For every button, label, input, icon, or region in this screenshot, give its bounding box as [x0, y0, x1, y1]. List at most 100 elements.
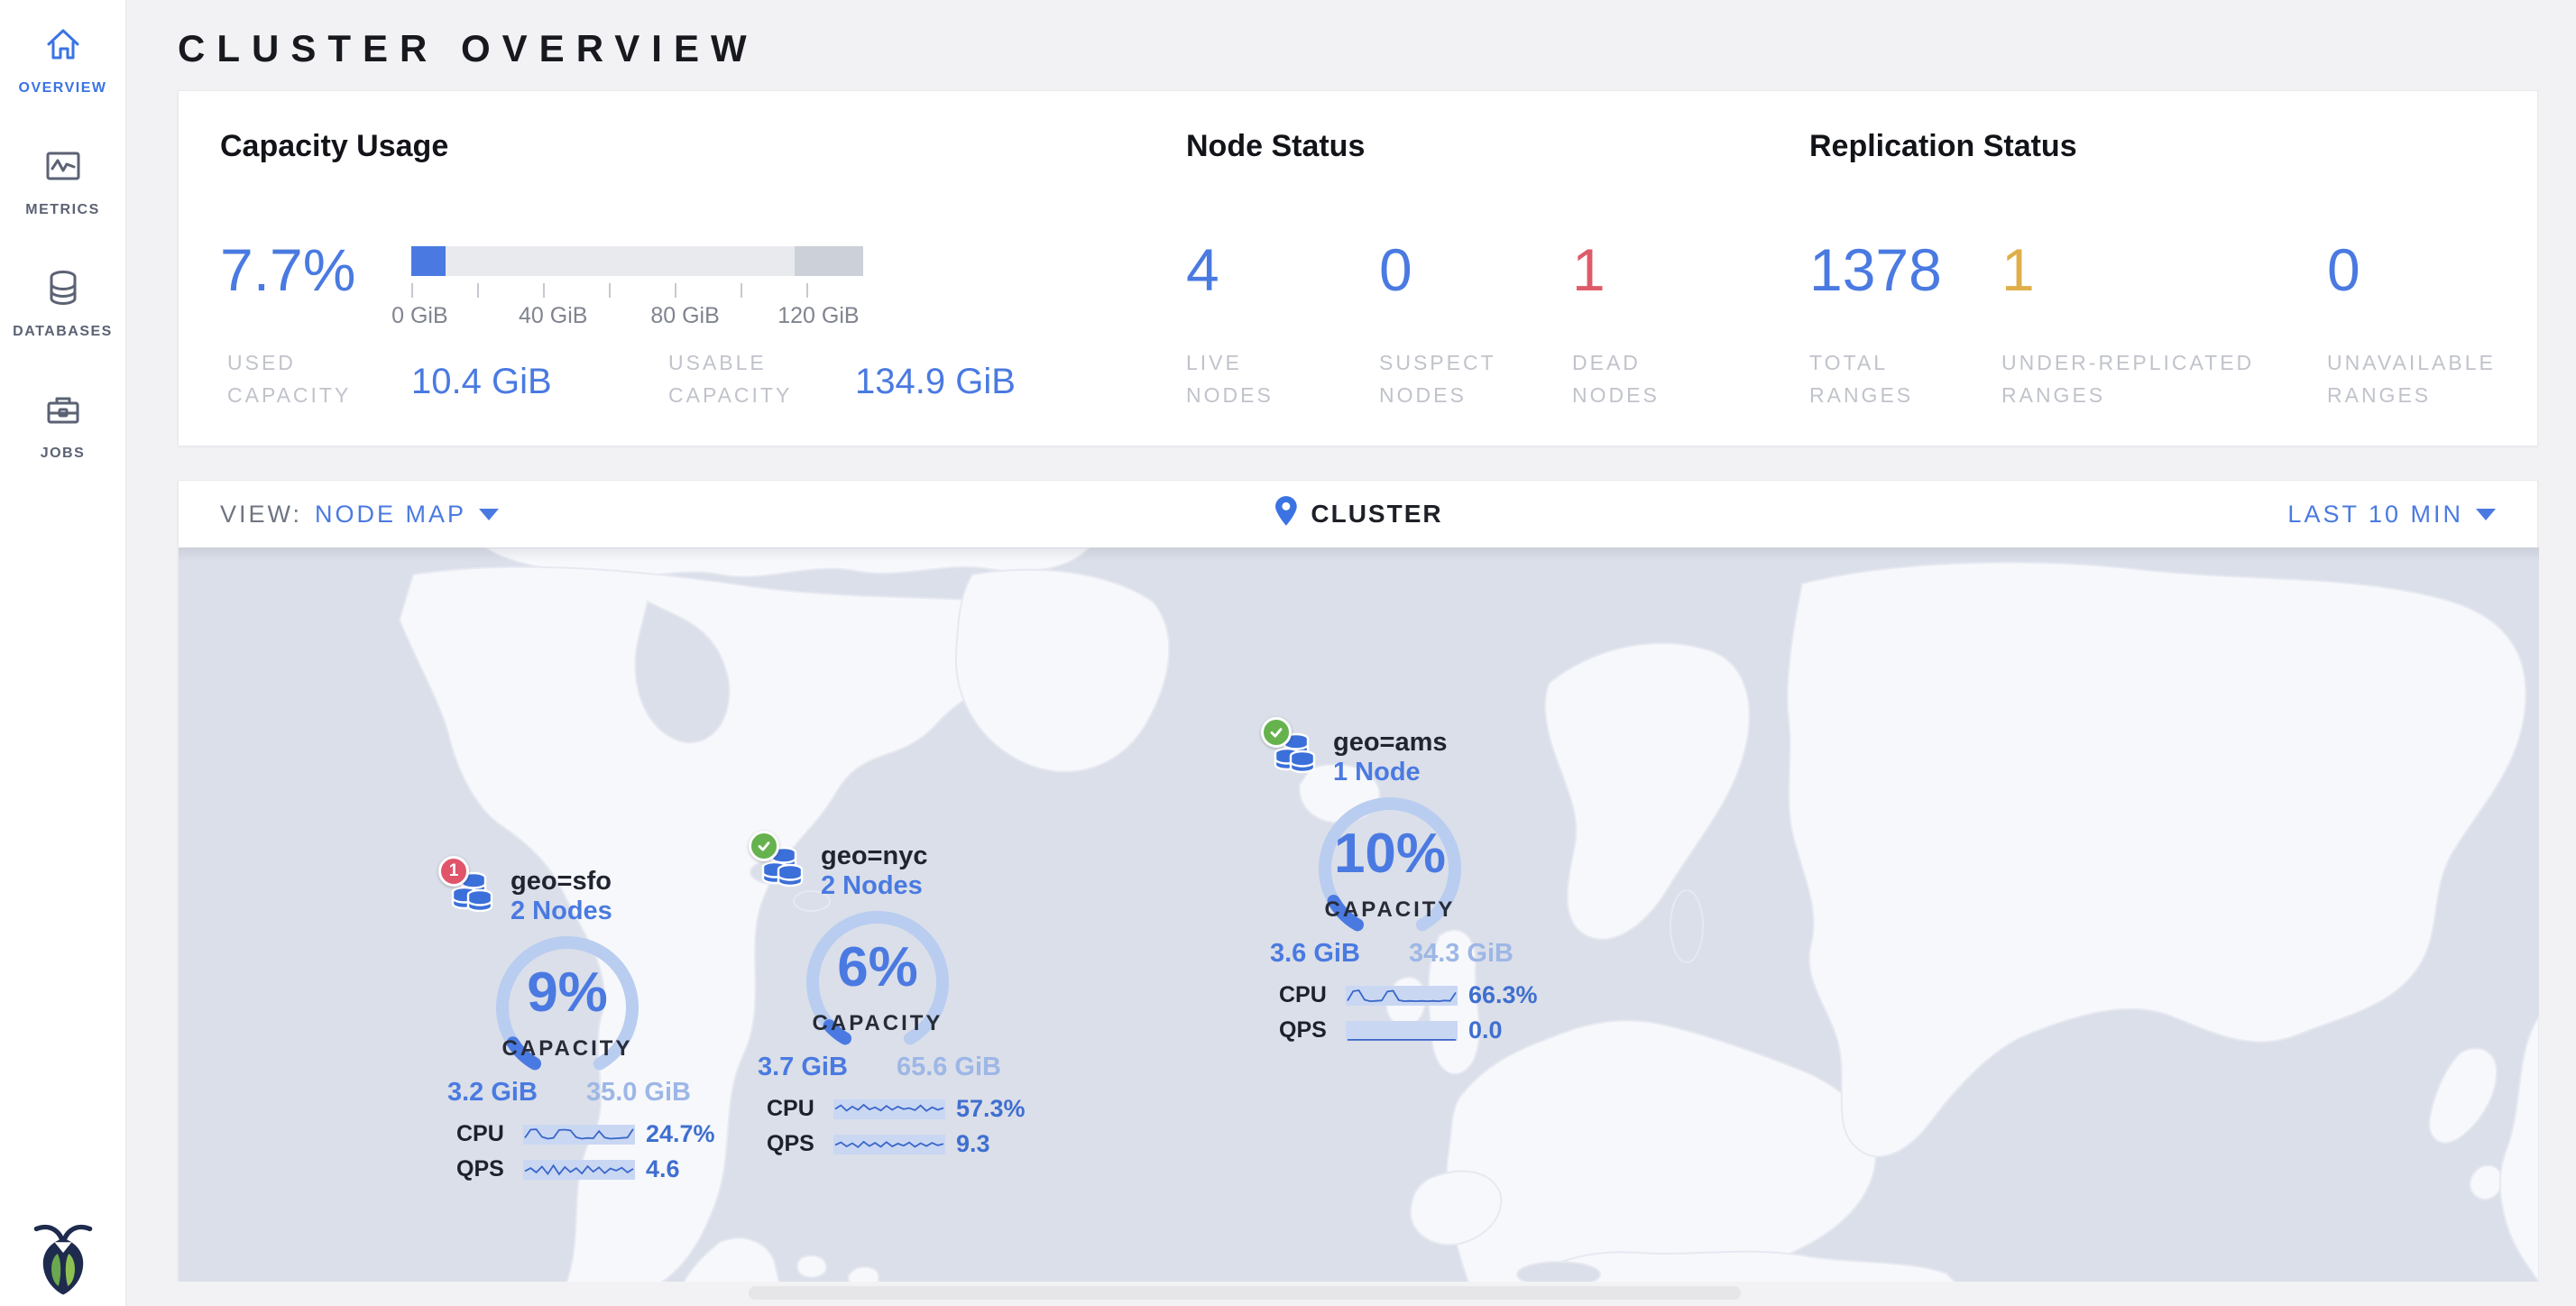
page-bottom-strip [0, 1282, 2576, 1306]
locality-node-count: 2 Nodes [511, 897, 612, 925]
qps-label: QPS [767, 1131, 814, 1156]
under-replicated-label: UNDER-REPLICATED RANGES [2001, 351, 2255, 407]
total-ranges-count: 1378 [1809, 236, 1942, 303]
capacity-bar-used [411, 246, 446, 276]
node-marker-nyc[interactable]: geo=nyc 2 Nodes 6% CAPACITY 3.7 G [749, 831, 1026, 1158]
chevron-down-icon [2476, 508, 2496, 520]
map-toolbar: VIEW: NODE MAP CLUSTER LAST 10 MIN [179, 481, 2537, 547]
main-content: CLUSTER OVERVIEW Capacity Usage 7.7% 0 G… [126, 0, 2576, 1306]
locality-name: geo=ams [1333, 728, 1448, 757]
sidebar-item-overview[interactable]: OVERVIEW [0, 23, 126, 97]
locality-node-count: 1 Node [1333, 758, 1421, 786]
sidebar: OVERVIEW METRICS DATABASES JOBS [0, 0, 126, 1306]
used-capacity-label: USED CAPACITY [227, 351, 352, 407]
cpu-value: 24.7% [646, 1120, 715, 1147]
replication-status-section: Replication Status 1378 1 0 TOTAL RANGES … [1809, 91, 2522, 446]
location-pin-icon [1273, 495, 1298, 534]
healthy-node-badge [1261, 717, 1292, 748]
metrics-icon [42, 145, 84, 191]
view-mode-dropdown[interactable]: NODE MAP [315, 501, 500, 529]
bar-tick-label: 120 GiB [777, 303, 860, 328]
qps-value: 0.0 [1468, 1016, 1503, 1044]
dead-nodes-label: DEAD NODES [1572, 351, 1660, 407]
live-nodes-label: LIVE NODES [1186, 351, 1274, 407]
gauge-label: CAPACITY [1324, 897, 1456, 922]
unavailable-ranges-count: 0 [2327, 236, 2360, 303]
breadcrumb-cluster[interactable]: CLUSTER [1273, 495, 1442, 534]
capacity-percent: 7.7% [220, 236, 356, 303]
capacity-bar: 0 GiB 40 GiB 80 GiB 120 GiB [391, 246, 863, 328]
locality-databases-icon [451, 871, 493, 913]
bar-tick [411, 283, 413, 298]
qps-sparkline [1346, 1020, 1458, 1041]
databases-icon [42, 267, 84, 313]
gauge-usable-value: 65.6 GiB [896, 1053, 1001, 1081]
gauge-percent: 10% [1333, 823, 1447, 885]
gauge-usable-value: 35.0 GiB [585, 1078, 691, 1107]
gauge-used-value: 3.2 GiB [447, 1078, 538, 1107]
cpu-value: 66.3% [1468, 981, 1538, 1008]
sidebar-item-label: JOBS [40, 446, 86, 461]
bar-tick [608, 283, 611, 298]
gauge-percent: 6% [837, 936, 918, 998]
usable-capacity-label: USABLE CAPACITY [668, 351, 793, 407]
bar-tick [477, 283, 480, 298]
sidebar-item-jobs[interactable]: JOBS [0, 389, 126, 462]
sidebar-item-metrics[interactable]: METRICS [0, 145, 126, 218]
gauge-label: CAPACITY [812, 1011, 943, 1035]
bar-tick [675, 283, 677, 298]
chevron-down-icon [479, 508, 500, 520]
home-icon [42, 23, 84, 69]
node-marker-ams[interactable]: geo=ams 1 Node 10% CAPACITY 3.6 G [1261, 717, 1538, 1044]
capacity-bar-axis: 0 GiB 40 GiB 80 GiB 120 GiB [391, 276, 863, 328]
capacity-gauge: 9% CAPACITY [446, 930, 689, 1085]
view-label: VIEW: [220, 500, 303, 528]
qps-sparkline [523, 1159, 635, 1180]
sidebar-item-label: METRICS [25, 202, 100, 217]
time-range-dropdown[interactable]: LAST 10 MIN [2287, 501, 2496, 529]
node-map-panel: VIEW: NODE MAP CLUSTER LAST 10 MIN [178, 480, 2539, 1283]
cpu-label: CPU [456, 1121, 504, 1146]
gauge-usable-value: 34.3 GiB [1408, 939, 1513, 968]
node-status-section: Node Status 4 0 1 LIVE NODES SUSPECT NODES… [1186, 91, 1781, 446]
node-marker-sfo[interactable]: 1 geo=sfo 2 Nodes [438, 856, 715, 1183]
bar-tick-label: 0 GiB [391, 303, 448, 328]
locality-node-count: 2 Nodes [821, 871, 923, 900]
dead-nodes-count: 1 [1572, 236, 1605, 303]
cpu-sparkline [833, 1099, 945, 1119]
sidebar-item-databases[interactable]: DATABASES [0, 267, 126, 340]
under-replicated-count: 1 [2001, 236, 2035, 303]
cpu-label: CPU [1279, 982, 1327, 1007]
world-map-land [398, 547, 2539, 1283]
page-title: CLUSTER OVERVIEW [178, 27, 759, 69]
cockroachdb-logo[interactable] [31, 1221, 96, 1295]
section-title: Node Status [1186, 129, 1366, 163]
bar-tick [542, 283, 545, 298]
sidebar-item-label: DATABASES [13, 324, 113, 339]
bar-tick-label: 80 GiB [650, 303, 720, 328]
capacity-gauge: 6% CAPACITY [756, 905, 999, 1060]
gauge-label: CAPACITY [501, 1036, 633, 1061]
dead-node-badge: 1 [438, 856, 469, 887]
gauge-used-value: 3.7 GiB [758, 1053, 848, 1081]
qps-sparkline [833, 1134, 945, 1154]
unavailable-ranges-label: UNAVAILABLE RANGES [2327, 351, 2496, 407]
cpu-label: CPU [767, 1096, 814, 1121]
qps-value: 9.3 [956, 1130, 990, 1157]
locality-databases-icon [761, 846, 804, 888]
section-title: Replication Status [1809, 129, 2077, 163]
gauge-percent: 9% [527, 961, 608, 1024]
horizontal-scrollbar[interactable] [749, 1286, 1741, 1300]
qps-value: 4.6 [646, 1155, 680, 1182]
bar-tick-label: 40 GiB [519, 303, 588, 328]
capacity-gauge: 10% CAPACITY [1268, 791, 1512, 946]
suspect-nodes-count: 0 [1379, 236, 1412, 303]
healthy-node-badge [749, 831, 779, 861]
qps-label: QPS [456, 1156, 504, 1182]
live-nodes-count: 4 [1186, 236, 1219, 303]
cpu-sparkline [1346, 985, 1458, 1006]
jobs-icon [42, 389, 84, 435]
used-capacity-value: 10.4 GiB [411, 362, 552, 401]
cpu-value: 57.3% [956, 1095, 1026, 1122]
suspect-nodes-label: SUSPECT NODES [1379, 351, 1496, 407]
